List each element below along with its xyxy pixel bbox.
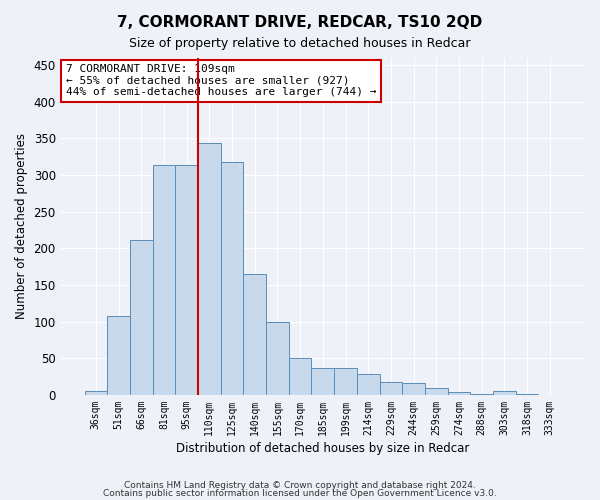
Text: 7, CORMORANT DRIVE, REDCAR, TS10 2QD: 7, CORMORANT DRIVE, REDCAR, TS10 2QD [118,15,482,30]
Bar [493,392,516,395]
Bar [266,322,289,395]
Bar [380,382,402,395]
Bar [402,383,425,395]
Y-axis label: Number of detached properties: Number of detached properties [15,133,28,319]
Bar [448,392,470,395]
Bar [425,388,448,395]
Text: 7 CORMORANT DRIVE: 109sqm
← 55% of detached houses are smaller (927)
44% of semi: 7 CORMORANT DRIVE: 109sqm ← 55% of detac… [66,64,376,98]
Bar [85,392,107,395]
Bar [311,368,334,395]
Bar [130,240,152,395]
Text: Contains public sector information licensed under the Open Government Licence v3: Contains public sector information licen… [103,489,497,498]
Bar [244,274,266,395]
Text: Contains HM Land Registry data © Crown copyright and database right 2024.: Contains HM Land Registry data © Crown c… [124,480,476,490]
Bar [334,368,357,395]
Bar [516,394,538,395]
Bar [175,164,198,395]
Bar [198,142,221,395]
X-axis label: Distribution of detached houses by size in Redcar: Distribution of detached houses by size … [176,442,470,455]
Bar [289,358,311,395]
Bar [221,162,244,395]
Bar [470,394,493,395]
Text: Size of property relative to detached houses in Redcar: Size of property relative to detached ho… [129,38,471,51]
Bar [152,164,175,395]
Bar [357,374,380,395]
Bar [107,316,130,395]
